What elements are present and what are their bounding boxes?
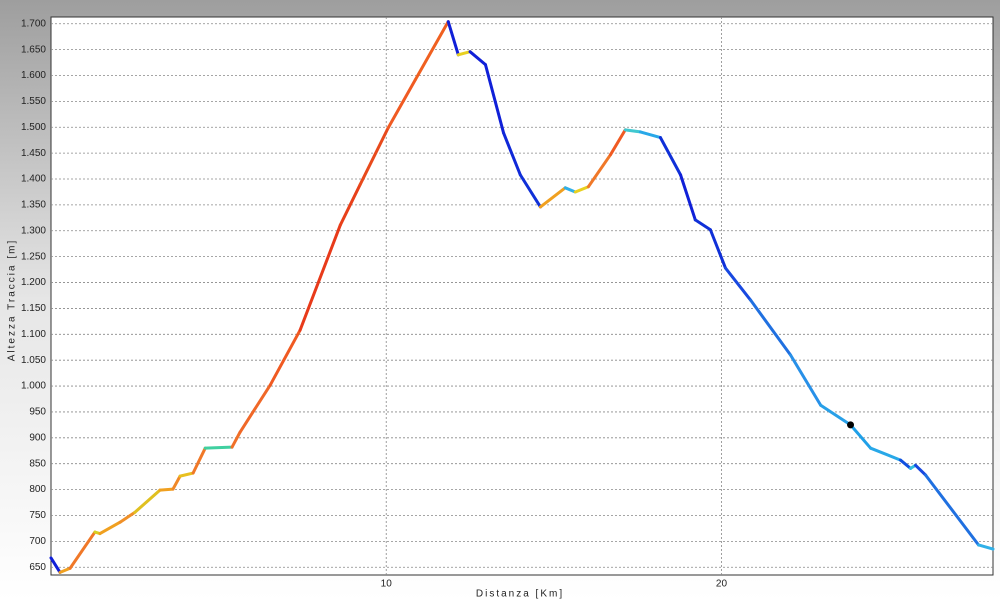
line-segment — [789, 353, 823, 407]
line-segment — [586, 153, 613, 189]
line-segment — [68, 530, 97, 570]
position-marker — [847, 421, 855, 429]
y-tick-label: 1.600 — [21, 70, 46, 81]
line-segment — [638, 130, 662, 140]
line-segment — [563, 186, 577, 194]
y-tick-label: 1.450 — [21, 148, 46, 159]
line-segment — [238, 383, 272, 434]
line-segment — [446, 20, 460, 57]
line-segment — [914, 463, 928, 477]
line-segment — [230, 430, 242, 449]
line-segment — [118, 510, 137, 524]
line-segment — [869, 446, 902, 462]
line-segment — [483, 63, 506, 135]
line-segment — [171, 474, 182, 491]
line-segment — [178, 471, 195, 478]
y-tick-label: 1.350 — [21, 200, 46, 211]
y-tick-label: 1.700 — [21, 18, 46, 29]
line-segment — [133, 488, 162, 514]
y-tick-label: 1.550 — [21, 96, 46, 107]
line-segment — [819, 403, 853, 427]
line-segment — [203, 445, 234, 450]
line-segment — [268, 328, 302, 387]
y-tick-label: 850 — [29, 458, 46, 469]
y-tick-label: 800 — [29, 484, 46, 495]
line-segment — [693, 218, 712, 232]
line-segment — [749, 298, 793, 357]
plot-area — [50, 16, 994, 576]
y-tick-label: 1.150 — [21, 303, 46, 314]
line-segment — [191, 446, 207, 475]
line-segment — [49, 556, 62, 574]
line-segment — [58, 566, 72, 574]
y-tick-label: 1.100 — [21, 329, 46, 340]
y-axis-label: Altezza Traccia [m] — [7, 239, 18, 361]
y-tick-label: 1.200 — [21, 277, 46, 288]
line-segment — [518, 173, 542, 209]
line-segment — [679, 173, 697, 222]
y-tick-label: 1.250 — [21, 251, 46, 262]
line-segment — [298, 223, 342, 332]
line-segment — [456, 50, 472, 57]
line-segment — [502, 131, 522, 177]
line-segment — [658, 136, 683, 177]
line-segment — [723, 266, 753, 302]
y-tick-label: 1.050 — [21, 355, 46, 366]
line-segment — [924, 473, 981, 547]
line-segment — [708, 228, 727, 270]
x-tick-label: 10 — [381, 579, 393, 590]
line-segment — [158, 487, 175, 492]
line-segment — [468, 50, 487, 67]
line-segment — [977, 543, 995, 551]
line-segment — [898, 458, 913, 470]
y-tick-label: 750 — [29, 510, 46, 521]
line-segment — [98, 520, 122, 536]
line-segment — [358, 126, 390, 187]
y-tick-label: 1.400 — [21, 174, 46, 185]
x-axis-label: Distanza [Km] — [476, 589, 564, 600]
line-segment — [538, 186, 567, 209]
line-segment — [413, 20, 450, 82]
x-tick-label: 20 — [716, 579, 728, 590]
line-segment — [609, 128, 627, 157]
y-tick-label: 650 — [29, 562, 46, 573]
line-segment — [573, 185, 590, 194]
y-tick-label: 900 — [29, 432, 46, 443]
line-segment — [623, 128, 642, 134]
y-tick-label: 700 — [29, 536, 46, 547]
y-tick-label: 1.300 — [21, 225, 46, 236]
line-segment — [338, 183, 362, 227]
line-segment — [849, 423, 873, 450]
y-tick-label: 950 — [29, 407, 46, 418]
y-tick-label: 1.000 — [21, 381, 46, 392]
line-segment — [386, 78, 417, 130]
y-tick-label: 1.650 — [21, 44, 46, 55]
y-tick-label: 1.500 — [21, 122, 46, 133]
